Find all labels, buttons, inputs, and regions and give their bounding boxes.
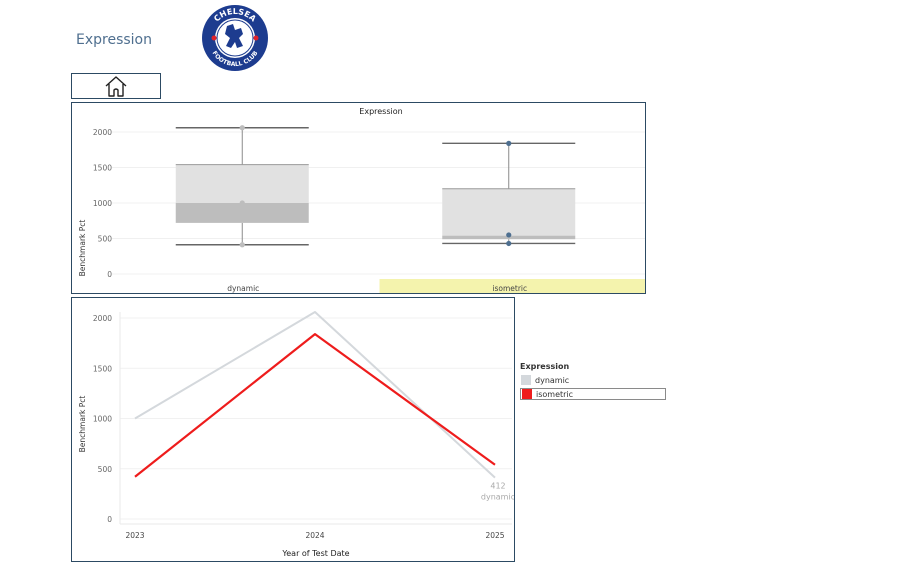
line-chart-ylabel: Benchmark Pct [78, 396, 87, 453]
box-ytick-label: 1500 [93, 164, 112, 173]
box-ytick-label: 0 [107, 270, 112, 279]
data-point-dynamic [239, 125, 245, 131]
isometric-highlight [379, 279, 646, 293]
x-tick-label: 2025 [485, 531, 504, 540]
x-tick-label: 2023 [125, 531, 144, 540]
line-ytick-label: 2000 [93, 314, 112, 323]
data-point-isometric [506, 240, 512, 247]
legend-item-isometric[interactable]: isometric [520, 388, 666, 400]
box-ytick-label: 2000 [93, 128, 112, 137]
chelsea-logo: CHELSEA FOOTBALL CLUB [202, 5, 268, 71]
data-point-dynamic [239, 200, 245, 206]
data-point-isometric [506, 140, 512, 146]
series-line-dynamic [134, 310, 496, 479]
box-ytick-label: 500 [98, 235, 113, 244]
line-ytick-label: 0 [107, 515, 112, 524]
legend-swatch-dynamic [521, 375, 531, 385]
series-line-isometric [134, 332, 496, 478]
legend-label-dynamic: dynamic [535, 375, 570, 385]
box-chart-ylabel: Benchmark Pct [78, 220, 87, 277]
annotation-series: dynamic [481, 493, 514, 502]
data-point-isometric [506, 232, 512, 238]
box-chart-title: Expression [359, 107, 402, 116]
home-icon [105, 76, 127, 97]
box-upper-isometric [442, 188, 576, 236]
legend-title: Expression [520, 362, 570, 371]
legend-label-isometric: isometric [536, 389, 574, 399]
legend-item-dynamic[interactable]: dynamic [520, 374, 670, 386]
box-lower-dynamic [175, 203, 309, 223]
legend-swatch-isometric [522, 389, 532, 399]
category-label-isometric: isometric [492, 284, 527, 293]
line-chart: Benchmark Pct Year of Test Date 0 500 1000… [78, 310, 515, 558]
line-ytick-label: 500 [98, 465, 113, 474]
home-button[interactable] [71, 73, 161, 99]
line-chart-xlabel: Year of Test Date [281, 549, 349, 558]
legend: Expression dynamic isometric [520, 362, 670, 402]
page-title: Expression [76, 32, 152, 48]
annotation-value: 412 [490, 482, 505, 491]
line-ytick-label: 1500 [93, 364, 112, 373]
category-label-dynamic: dynamic [227, 284, 259, 293]
box-plot-chart: Expression Benchmark Pct 0 500 1000 1500 200… [78, 107, 646, 293]
line-ytick-label: 1000 [93, 415, 112, 424]
line-chart-panel: Benchmark Pct Year of Test Date 0 500 1000… [71, 297, 515, 562]
data-point-dynamic [239, 242, 245, 248]
box-ytick-label: 1000 [93, 199, 112, 208]
box-upper-dynamic [175, 164, 309, 203]
box-plot-panel: Expression Benchmark Pct 0 500 1000 1500 200… [71, 102, 646, 294]
x-tick-label: 2024 [305, 531, 324, 540]
